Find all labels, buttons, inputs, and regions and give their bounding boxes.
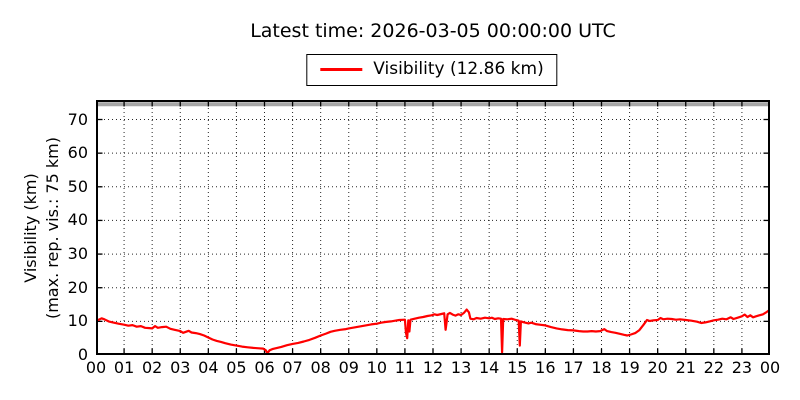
y-tick-label: 50 xyxy=(67,176,88,196)
x-tick-label: 15 xyxy=(507,358,528,377)
legend-label: Visibility (12.86 km) xyxy=(373,59,544,79)
x-tick-label: 12 xyxy=(422,358,444,377)
x-tick-label: 19 xyxy=(619,358,640,377)
x-tick-label: 00 xyxy=(759,358,781,377)
x-tick-label: 07 xyxy=(282,358,303,377)
x-tick-label: 09 xyxy=(338,358,359,377)
x-tick-label: 18 xyxy=(591,358,612,377)
y-axis-label-line1: Visibility (km) xyxy=(21,173,40,283)
legend-line-sample xyxy=(320,68,363,71)
x-tick-label: 10 xyxy=(366,358,387,377)
x-tick-label: 16 xyxy=(535,358,556,377)
x-tick-label: 08 xyxy=(310,358,331,377)
x-tick-label: 14 xyxy=(478,358,500,377)
x-tick-label: 21 xyxy=(675,358,696,377)
x-tick-label: 00 xyxy=(85,358,107,377)
x-tick-label: 11 xyxy=(394,358,416,377)
legend: Visibility (12.86 km) xyxy=(306,54,558,86)
x-tick-label: 22 xyxy=(703,358,724,377)
x-tick-label: 13 xyxy=(450,358,472,377)
x-tick-label: 03 xyxy=(170,358,191,377)
x-tick-label: 20 xyxy=(647,358,668,377)
x-tick-label: 06 xyxy=(254,358,275,377)
x-tick-label: 17 xyxy=(563,358,584,377)
x-tick-label: 02 xyxy=(141,358,163,377)
y-tick-label: 40 xyxy=(67,210,88,230)
y-tick-label: 30 xyxy=(67,244,88,264)
x-tick-label: 04 xyxy=(198,358,219,377)
y-tick-label: 10 xyxy=(67,311,88,331)
y-tick-label: 20 xyxy=(67,277,88,297)
x-tick-label: 05 xyxy=(226,358,247,377)
y-tick-label: 60 xyxy=(67,143,88,163)
chart-title: Latest time: 2026-03-05 00:00:00 UTC xyxy=(250,20,616,42)
x-tick-label: 23 xyxy=(731,358,753,377)
plot-canvas xyxy=(96,100,770,355)
y-tick-label: 0 xyxy=(77,345,88,364)
x-tick-label: 01 xyxy=(113,358,135,377)
plot-area xyxy=(96,100,770,355)
y-tick-label: 70 xyxy=(67,109,88,129)
